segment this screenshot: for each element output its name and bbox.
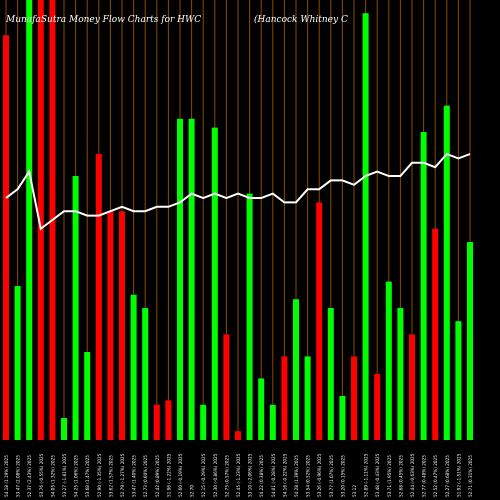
chart-title: MunafaSutra Money Flow Charts for HWC	[5, 15, 201, 25]
bar	[385, 281, 392, 440]
x-tick-label: 52.27 (0.68%) 2025	[445, 455, 450, 497]
x-tick-label: 52.71 (0.31%) 2025	[468, 455, 473, 497]
x-tick-label: 52.52 (0.47%) 2025	[433, 455, 438, 497]
bar	[443, 105, 450, 440]
bar	[95, 154, 102, 440]
bar	[14, 286, 21, 440]
x-tick-label: 52.75 (0.57%) 2025	[224, 455, 229, 497]
bar	[293, 299, 299, 440]
bar	[304, 356, 311, 440]
bar	[362, 13, 369, 440]
x-tick-label: 53.47 (2.08%) 2025	[16, 455, 21, 497]
bar	[130, 294, 137, 440]
chart-subtitle: (Hancock Whitney C	[254, 14, 348, 25]
x-tick-label: 52.45 (-1.23%) 2025	[236, 453, 241, 497]
x-tick-label: 54.25 (1.06%) 2025	[74, 455, 79, 497]
x-tick-label: 53.47 (1.40%) 2025	[132, 455, 137, 497]
bar	[455, 321, 462, 440]
bar	[165, 400, 172, 440]
x-tick-label: 53.54 (0.52%) 2025	[306, 455, 311, 497]
x-tick-label: 52.90 (-1.35%) 2025	[97, 453, 102, 497]
bar	[3, 35, 9, 440]
x-tick-label: 54.22 (0.38%) 2025	[259, 455, 264, 497]
bar	[107, 211, 114, 440]
bar	[281, 356, 288, 440]
bar	[235, 431, 241, 440]
bar	[374, 374, 381, 440]
bar	[153, 404, 160, 440]
bar	[467, 242, 473, 440]
x-tick-label: 51.92 (-1.51%) 2025	[456, 453, 461, 497]
bar	[316, 202, 323, 440]
bar	[351, 356, 357, 440]
x-tick-label: 53.77 (1.07%) 2025	[329, 455, 334, 497]
x-tick-label: 52.37 (2.43%) 2025	[27, 455, 32, 497]
bar	[119, 211, 125, 440]
x-tick-label: 53.48 (-0.43%) 2025	[375, 453, 380, 497]
bar	[269, 404, 276, 440]
x-tick-label: 52.15 (-0.29%) 2025	[201, 453, 206, 497]
bar	[223, 334, 230, 440]
x-tick-label: 52.89 (-1.11%) 2025	[364, 453, 369, 497]
x-tick-label: 52.30 (-0.86%) 2025	[213, 453, 218, 497]
x-tick-label: 54.16 (-0.22%) 2025	[282, 453, 287, 497]
x-tick-label: 53.26 (-0.96%) 2025	[317, 453, 322, 497]
bar	[200, 404, 207, 440]
bar	[84, 352, 91, 440]
x-tick-label: 52.77 (0.48%) 2025	[422, 455, 427, 497]
bar	[142, 308, 149, 440]
x-tick-label: 53.10 (-2.06%) 2025	[248, 453, 253, 497]
bar	[327, 308, 334, 440]
bar	[26, 0, 33, 440]
bar	[211, 127, 218, 440]
bar	[432, 228, 439, 440]
x-tick-label: 52.79 (-1.27%) 2025	[120, 453, 125, 497]
x-tick-label: 53.12	[352, 485, 357, 497]
bar	[37, 0, 44, 440]
x-tick-label: 52.73 (0.60%) 2025	[143, 455, 148, 497]
x-tick-label: 52.60 (-0.19%) 2025	[178, 453, 183, 497]
x-tick-label: 52.44 (-0.63%) 2025	[410, 453, 415, 497]
bar	[177, 118, 183, 441]
x-tick-label: 51.96 (-1.22%) 2025	[166, 453, 171, 497]
bar	[61, 418, 67, 440]
x-tick-label: 53.71 (1.95%) 2025	[387, 455, 392, 497]
bar	[397, 308, 404, 440]
x-tick-label: 54.18 (1.19%) 2025	[4, 455, 9, 497]
x-tick-label: 54.01 (-0.28%) 2025	[271, 453, 276, 497]
x-tick-label: 54.28 (1.39%) 2025	[294, 455, 299, 497]
bar	[246, 193, 253, 440]
bar	[339, 396, 346, 440]
price-line	[5, 152, 471, 231]
bar	[409, 334, 415, 440]
x-tick-labels: 54.18 (1.19%) 2025 53.47 (2.08%) 2025 52.3…	[4, 453, 473, 497]
bar	[72, 176, 79, 440]
x-tick-label: 52.42 (0.89%) 2025	[155, 455, 160, 497]
x-tick-label: 53.20 (0.15%) 2025	[340, 455, 345, 497]
x-tick-label: 53.62 (1.57%) 2025	[108, 455, 113, 497]
bar	[258, 378, 265, 440]
x-tick-label: 53.76 (-0.55%) 2025	[39, 453, 44, 497]
x-tick-label: 52.70	[190, 485, 195, 497]
bar	[420, 132, 427, 440]
x-tick-label: 53.68 (1.47%) 2025	[85, 455, 90, 497]
x-tick-label: 53.27 (-1.81%) 2025	[62, 453, 67, 497]
bar	[188, 118, 195, 441]
x-tick-label: 54.05 (1.32%) 2025	[50, 455, 55, 497]
x-tick-label: 52.68 (0.45%) 2025	[398, 455, 403, 497]
